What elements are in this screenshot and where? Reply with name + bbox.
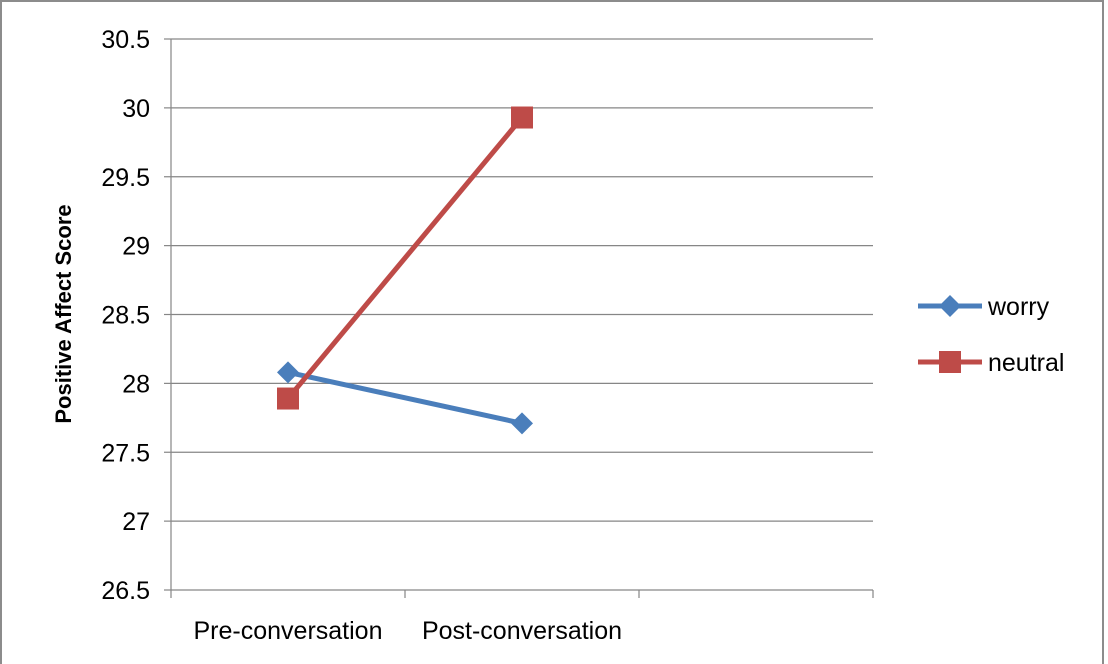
series-line xyxy=(285,369,525,426)
x-category-label: Post-conversation xyxy=(422,617,622,645)
markers-neutral xyxy=(277,106,533,410)
y-tick-label: 29 xyxy=(122,233,150,261)
series-worry xyxy=(285,369,525,426)
markers-worry xyxy=(277,361,533,435)
y-tick-label: 30 xyxy=(122,95,150,123)
y-tick-label: 28.5 xyxy=(101,302,150,330)
y-tick-label: 27.5 xyxy=(101,439,150,467)
x-category-labels: Pre-conversation Post-conversation xyxy=(194,617,623,645)
series-neutral xyxy=(285,115,525,402)
y-tick-label: 30.5 xyxy=(101,26,150,54)
y-tick-label: 28 xyxy=(122,370,150,398)
legend-label: worry xyxy=(987,293,1050,321)
gridlines xyxy=(171,38,873,522)
legend-marker xyxy=(939,295,961,317)
series-layer xyxy=(277,106,533,435)
legend-marker xyxy=(939,351,961,373)
data-point xyxy=(277,387,299,410)
y-tick-labels: 26.5 27 27.5 28 28.5 29 29.5 30 30.5 xyxy=(101,26,150,605)
data-point xyxy=(511,412,533,435)
series-line xyxy=(285,115,525,402)
y-tick-label: 27 xyxy=(122,508,150,536)
axes xyxy=(164,38,874,598)
legend-item-worry: worry xyxy=(918,293,1050,321)
y-tick-label: 26.5 xyxy=(101,577,150,605)
legend-item-neutral: neutral xyxy=(918,349,1064,377)
data-point xyxy=(277,361,299,384)
legend-label: neutral xyxy=(988,349,1064,377)
y-tick-label: 29.5 xyxy=(101,164,150,192)
y-axis-label: Positive Affect Score xyxy=(51,204,76,423)
legend: worry neutral xyxy=(918,293,1064,377)
data-point xyxy=(511,106,533,129)
x-category-label: Pre-conversation xyxy=(194,617,383,645)
